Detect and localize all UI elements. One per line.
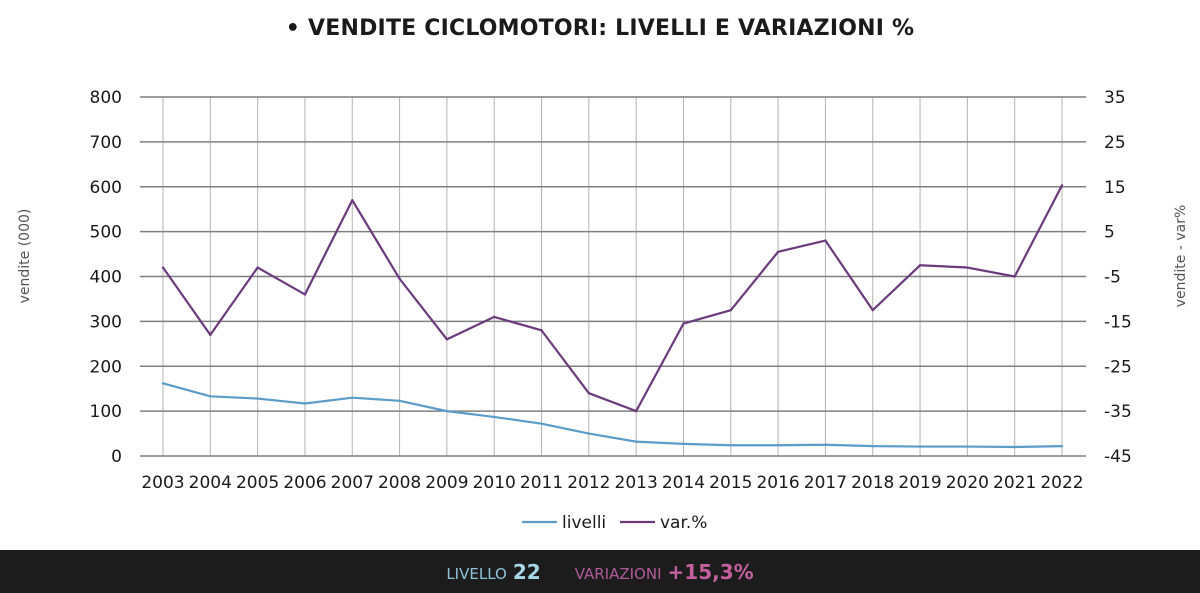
x-tick-label: 2003 xyxy=(141,473,184,493)
x-tick-label: 2021 xyxy=(993,473,1036,493)
data-point-livelli xyxy=(871,444,874,448)
x-tick-label: 2017 xyxy=(804,473,847,493)
right-tick-label: 25 xyxy=(1104,133,1126,153)
data-point-var xyxy=(824,239,827,242)
right-tick-label: -5 xyxy=(1104,268,1121,288)
data-point-livelli xyxy=(351,396,354,399)
x-tick-label: 2018 xyxy=(851,473,894,493)
data-point-livelli xyxy=(682,442,685,446)
data-point-var xyxy=(587,391,591,395)
x-tick-label: 2012 xyxy=(567,473,610,493)
variazioni-label: VARIAZIONI xyxy=(574,564,662,583)
x-tick-label: 2016 xyxy=(756,473,799,493)
livello-value: 22 xyxy=(512,559,541,584)
x-tick-label: 2020 xyxy=(946,473,989,493)
data-point-livelli xyxy=(587,432,591,435)
data-point-livelli xyxy=(918,445,922,448)
x-tick-label: 2011 xyxy=(520,473,563,493)
x-tick-label: 2014 xyxy=(662,473,705,493)
right-tick-label: 5 xyxy=(1104,223,1115,243)
left-tick-label: 100 xyxy=(90,402,122,422)
variazioni-value: +15,3% xyxy=(667,559,754,584)
x-tick-label: 2008 xyxy=(378,473,421,493)
x-tick-label: 2010 xyxy=(473,473,516,493)
y-left-axis-title: vendite (000) xyxy=(17,209,33,304)
line-chart: 0 -45 100 -35 200 -25 300 -15 400 -5 500 5 600 15 700 2… xyxy=(17,88,1189,533)
series-line-var xyxy=(162,184,1063,413)
data-point-livelli xyxy=(824,443,827,446)
data-point-var xyxy=(351,199,354,202)
legend-label-var: var.% xyxy=(660,513,707,533)
data-point-var xyxy=(398,277,401,280)
right-tick-label: -25 xyxy=(1104,357,1132,377)
data-point-var xyxy=(256,266,259,269)
data-point-livelli xyxy=(256,397,259,400)
data-point-var xyxy=(682,322,685,325)
title-bullet: • xyxy=(285,16,301,41)
variazioni-summary: VARIAZIONI +15,3% xyxy=(575,560,754,584)
x-tick-label: 2006 xyxy=(283,473,326,493)
data-point-livelli xyxy=(540,422,543,425)
livello-summary: LIVELLO 22 xyxy=(446,560,540,584)
data-point-livelli xyxy=(209,395,212,398)
data-point-var xyxy=(729,308,732,312)
x-tick-label: 2019 xyxy=(898,473,941,493)
data-point-livelli xyxy=(303,402,307,405)
right-tick-label: -45 xyxy=(1104,447,1132,467)
x-tick-label: 2022 xyxy=(1040,473,1083,493)
left-tick-label: 200 xyxy=(90,357,122,377)
x-tick-label: 2009 xyxy=(425,473,468,493)
x-tick-label: 2015 xyxy=(709,473,752,493)
right-tick-label: -15 xyxy=(1104,312,1132,332)
data-point-livelli xyxy=(1060,444,1064,448)
title-bold: VENDITE CICLOMOTORI: xyxy=(308,16,608,41)
series-line-livelli xyxy=(162,382,1063,449)
right-tick-label: 15 xyxy=(1104,178,1126,198)
livello-label: LIVELLO xyxy=(446,564,507,583)
data-point-livelli xyxy=(729,444,732,447)
data-point-var xyxy=(966,266,969,269)
data-point-var xyxy=(1013,275,1016,278)
x-tick-label: 2007 xyxy=(331,473,374,493)
data-point-livelli xyxy=(776,444,780,447)
left-tick-label: 0 xyxy=(111,447,122,467)
summary-bar: LIVELLO 22 VARIAZIONI +15,3% xyxy=(0,550,1200,593)
data-point-var xyxy=(634,409,638,413)
data-point-var xyxy=(445,338,449,341)
data-point-var xyxy=(209,333,212,337)
data-point-var xyxy=(871,308,874,312)
data-point-var xyxy=(161,266,165,269)
data-point-livelli xyxy=(161,382,165,385)
data-point-var xyxy=(303,293,307,296)
data-point-livelli xyxy=(634,440,638,443)
data-point-var xyxy=(776,250,780,254)
data-point-livelli xyxy=(398,399,401,403)
data-point-livelli xyxy=(445,409,449,413)
left-tick-label: 300 xyxy=(90,312,122,332)
data-point-livelli xyxy=(1013,445,1016,449)
left-tick-label: 600 xyxy=(90,178,122,198)
title-rest: LIVELLI E VARIAZIONI % xyxy=(615,16,915,41)
x-tick-label: 2004 xyxy=(189,473,232,493)
data-point-var xyxy=(493,315,496,319)
left-tick-label: 400 xyxy=(90,268,122,288)
data-point-livelli xyxy=(966,445,969,448)
left-tick-label: 800 xyxy=(90,88,122,108)
right-tick-label: -35 xyxy=(1104,402,1132,422)
x-tick-label: 2005 xyxy=(236,473,279,493)
data-point-var xyxy=(918,264,922,267)
data-point-livelli xyxy=(493,415,496,419)
data-point-var xyxy=(1060,184,1064,187)
left-tick-label: 500 xyxy=(90,223,122,243)
left-tick-label: 700 xyxy=(90,133,122,153)
chart-title: • VENDITE CICLOMOTORI: LIVELLI E VARIAZIO… xyxy=(0,16,1200,41)
right-tick-label: 35 xyxy=(1104,88,1126,108)
y-right-axis-title: vendite - var% xyxy=(1173,205,1189,308)
x-tick-label: 2013 xyxy=(615,473,658,493)
legend-label-livelli: livelli xyxy=(562,513,606,533)
data-point-var xyxy=(540,329,543,332)
